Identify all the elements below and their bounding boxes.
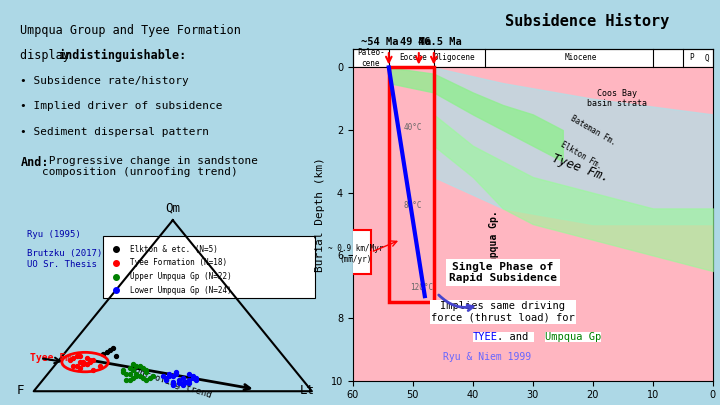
Text: indistinguishable:: indistinguishable: <box>58 49 186 62</box>
Point <box>124 371 135 377</box>
Point <box>121 371 132 377</box>
Text: 49 Ma: 49 Ma <box>400 37 431 47</box>
Point <box>184 380 195 387</box>
Point <box>81 361 92 367</box>
Text: Umpqua Gp: Umpqua Gp <box>545 332 601 342</box>
Point <box>71 353 83 360</box>
Text: 46.5 Ma: 46.5 Ma <box>418 37 462 47</box>
FancyBboxPatch shape <box>340 230 372 274</box>
Point <box>81 361 92 367</box>
Point <box>127 374 139 381</box>
Point <box>101 349 112 356</box>
Point <box>140 369 152 375</box>
Point <box>138 364 149 371</box>
Text: F: F <box>17 384 24 397</box>
Text: Umpqua Group and Tyee Formation: Umpqua Group and Tyee Formation <box>20 23 241 36</box>
Text: Elkton & etc. (N=5): Elkton & etc. (N=5) <box>130 245 217 254</box>
Text: Q: Q <box>704 53 709 62</box>
Text: Paleo-
cene: Paleo- cene <box>357 48 384 68</box>
Text: Coos Bay
basin strata: Coos Bay basin strata <box>587 89 647 109</box>
Point <box>68 363 79 369</box>
Point <box>184 371 195 377</box>
Point <box>124 364 135 371</box>
Point <box>163 373 175 379</box>
Text: • Sediment dispersal pattern: • Sediment dispersal pattern <box>20 127 210 136</box>
Point <box>107 345 119 352</box>
Text: Eocene: Eocene <box>399 53 427 62</box>
Point <box>140 376 152 383</box>
Text: Single Phase of
Rapid Subsidence: Single Phase of Rapid Subsidence <box>449 262 557 284</box>
Point <box>171 369 182 375</box>
Point <box>167 373 179 379</box>
Point <box>78 359 89 365</box>
Point <box>163 371 175 377</box>
Point <box>140 367 152 373</box>
Text: ~ 0.9 km/Myr
(mm/yr): ~ 0.9 km/Myr (mm/yr) <box>328 244 384 264</box>
Point <box>68 355 79 361</box>
Text: Unroofing trend: Unroofing trend <box>133 367 212 400</box>
Point <box>121 376 132 383</box>
Point <box>190 376 202 383</box>
Point <box>78 361 89 367</box>
Text: 80°C: 80°C <box>404 201 423 210</box>
Text: 120°C: 120°C <box>410 283 433 292</box>
Point <box>180 378 192 385</box>
Point <box>177 382 189 389</box>
Point <box>174 376 185 383</box>
Point <box>74 364 86 371</box>
Text: Bateman Fm.: Bateman Fm. <box>569 113 617 147</box>
Point <box>97 351 109 358</box>
Point <box>117 367 129 373</box>
Text: Lower Umpqua Gp (N=24): Lower Umpqua Gp (N=24) <box>130 286 232 295</box>
Text: Qm: Qm <box>166 201 180 214</box>
Text: Tyee Fm.: Tyee Fm. <box>550 151 611 184</box>
Point <box>104 347 116 354</box>
Text: Upper Umpqua Gp (N=22): Upper Umpqua Gp (N=22) <box>130 272 232 281</box>
Point <box>177 380 189 387</box>
Point <box>171 371 182 377</box>
Y-axis label: Burial Depth (km): Burial Depth (km) <box>315 157 325 272</box>
Text: Subsidence History: Subsidence History <box>505 13 669 29</box>
Text: Tyee Fm.: Tyee Fm. <box>30 353 77 363</box>
Bar <box>389 67 433 303</box>
Point <box>88 357 99 363</box>
Point <box>127 361 139 367</box>
Point <box>161 376 172 383</box>
Point <box>167 382 179 389</box>
Point <box>147 373 158 379</box>
Text: P: P <box>690 53 694 62</box>
Text: Brutzku (2017)
UO Sr. Thesis: Brutzku (2017) UO Sr. Thesis <box>27 249 102 269</box>
Text: Oligocene: Oligocene <box>434 53 476 62</box>
Point <box>177 374 189 381</box>
Text: display: display <box>20 49 78 62</box>
Point <box>130 373 142 379</box>
Point <box>64 357 76 363</box>
Point <box>71 363 83 369</box>
Point <box>187 373 199 379</box>
Point <box>94 363 106 369</box>
Point <box>190 374 202 381</box>
Text: Elkton Fm.: Elkton Fm. <box>559 140 603 171</box>
Text: Lt: Lt <box>300 384 315 397</box>
Point <box>138 374 149 381</box>
Text: Ryu & Niem 1999: Ryu & Niem 1999 <box>443 352 531 362</box>
Point <box>167 378 179 385</box>
Point <box>88 367 99 373</box>
Point <box>174 380 185 387</box>
Text: Ryu (1995): Ryu (1995) <box>27 230 81 239</box>
Point <box>74 359 86 365</box>
Text: TYEE: TYEE <box>473 332 498 342</box>
Point <box>157 373 168 379</box>
Point <box>144 374 156 381</box>
Text: • Subsidence rate/history: • Subsidence rate/history <box>20 76 189 86</box>
Text: ~54 Ma: ~54 Ma <box>361 37 399 47</box>
Text: Progressive change in sandstone
composition (unroofing trend): Progressive change in sandstone composit… <box>42 156 258 177</box>
Text: Tyee Formation (N=18): Tyee Formation (N=18) <box>130 258 227 267</box>
Point <box>84 357 96 363</box>
Point <box>130 363 142 369</box>
Point <box>134 373 145 379</box>
Text: And:: And: <box>20 156 49 169</box>
Point <box>124 376 135 383</box>
Text: Miocene: Miocene <box>564 53 597 62</box>
Point <box>180 378 192 385</box>
